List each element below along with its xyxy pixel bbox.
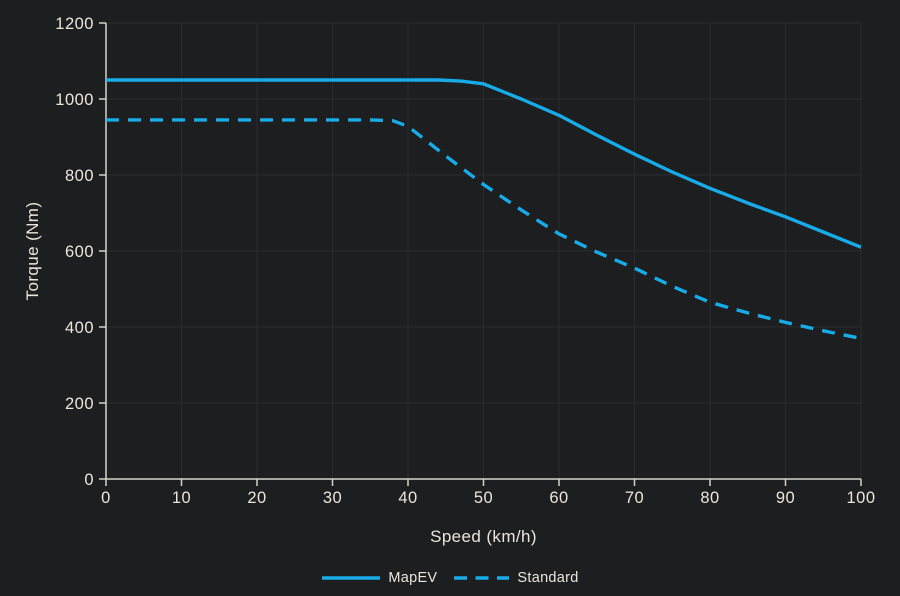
mapev-solid-line-icon xyxy=(322,576,381,580)
svg-text:60: 60 xyxy=(549,489,568,507)
svg-text:400: 400 xyxy=(65,319,94,337)
axes xyxy=(99,22,862,486)
svg-text:10: 10 xyxy=(172,489,191,507)
legend: MapEV Standard xyxy=(0,570,900,586)
svg-text:70: 70 xyxy=(625,489,644,507)
legend-label-standard: Standard xyxy=(517,570,579,586)
svg-text:1200: 1200 xyxy=(55,15,94,33)
svg-text:600: 600 xyxy=(65,243,94,261)
mapev-line xyxy=(106,78,862,249)
svg-text:800: 800 xyxy=(65,167,94,185)
torque-speed-chart: 0 10 20 30 40 50 60 70 80 90 100020040060080010001… xyxy=(55,15,875,507)
legend-item-mapev[interactable]: MapEV xyxy=(321,570,437,586)
svg-text:20: 20 xyxy=(247,489,266,507)
svg-text:50: 50 xyxy=(474,489,493,507)
x-axis-title: Speed (km/h) xyxy=(430,527,537,546)
standard-dashed-line-icon xyxy=(454,576,510,580)
svg-text:0: 0 xyxy=(84,471,94,489)
y-axis-title: Torque (Nm) xyxy=(23,201,42,301)
svg-text:90: 90 xyxy=(776,489,795,507)
svg-text:1000: 1000 xyxy=(55,91,94,109)
svg-text:0: 0 xyxy=(101,489,111,507)
legend-label-mapev: MapEV xyxy=(388,570,438,586)
standard-line xyxy=(106,118,862,341)
legend-item-standard[interactable]: Standard xyxy=(453,570,578,586)
svg-text:100: 100 xyxy=(846,489,875,507)
svg-text:30: 30 xyxy=(323,489,342,507)
y-tick-labels: 0 200 400 600 800 1000 1200 xyxy=(55,15,94,489)
svg-text:200: 200 xyxy=(65,395,94,413)
svg-text:40: 40 xyxy=(398,489,417,507)
x-tick-labels: 0 10 20 30 40 50 60 70 80 90 100 xyxy=(101,489,875,507)
svg-text:80: 80 xyxy=(700,489,719,507)
gridlines xyxy=(105,22,862,480)
